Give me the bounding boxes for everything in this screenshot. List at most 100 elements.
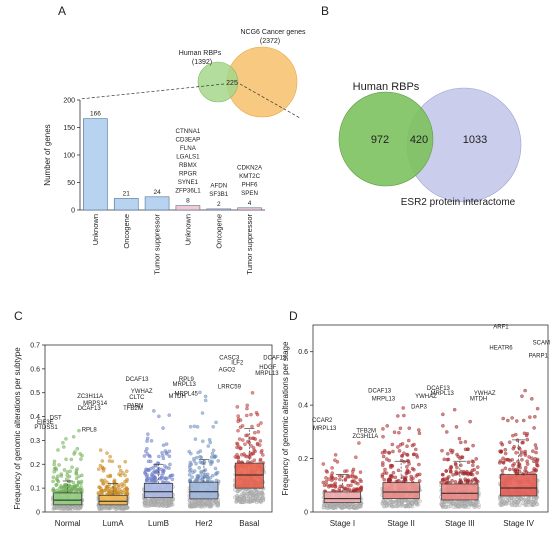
data-point [383, 450, 387, 454]
data-point [506, 418, 510, 423]
data-point [161, 426, 165, 430]
data-point [161, 456, 166, 461]
data-point [532, 468, 536, 473]
data-point [143, 498, 148, 503]
data-point [194, 502, 199, 507]
data-point [160, 473, 164, 478]
gene-annotation: SCAMP3 [533, 340, 550, 346]
data-point [242, 497, 247, 501]
data-point [192, 424, 197, 429]
data-point [195, 425, 200, 429]
data-point [212, 455, 217, 459]
y-tick-label: 0.4 [298, 403, 308, 410]
data-point [471, 463, 475, 468]
bar [175, 205, 201, 211]
gene-label: LGALS1 [176, 154, 200, 161]
data-point [145, 452, 150, 456]
data-point [334, 476, 338, 481]
data-point [256, 430, 261, 434]
data-point [167, 501, 172, 505]
data-point [163, 464, 167, 468]
data-point [510, 458, 514, 462]
data-point [460, 455, 464, 459]
data-point [254, 495, 258, 500]
data-point [381, 461, 385, 465]
data-point [115, 487, 119, 491]
data-point [164, 451, 169, 455]
data-point [118, 468, 123, 473]
data-point [384, 498, 388, 503]
data-point [149, 439, 154, 443]
data-point [191, 502, 195, 507]
data-point [521, 501, 525, 506]
y-tick-label: 150 [63, 125, 75, 132]
data-point [145, 439, 149, 443]
data-point [55, 478, 60, 482]
data-point [237, 497, 242, 501]
data-point [417, 428, 421, 432]
data-point [514, 467, 519, 472]
data-point [149, 473, 154, 477]
box [53, 492, 83, 506]
data-point [69, 457, 74, 462]
data-point [328, 484, 332, 488]
venn-b-right-label: ESR2 protein interactome [401, 197, 516, 208]
data-point [416, 503, 421, 507]
data-point [64, 457, 68, 462]
data-point [163, 500, 167, 505]
data-point [240, 438, 245, 442]
data-point [441, 424, 445, 428]
data-point [170, 477, 175, 482]
data-point [105, 506, 109, 511]
data-point [414, 501, 418, 505]
x-tick-label: Oncogene [122, 214, 131, 249]
data-point [236, 428, 240, 433]
data-point [152, 479, 157, 483]
data-point [442, 477, 446, 481]
gene-annotation: ZC3H11A [352, 434, 378, 440]
data-point [160, 503, 165, 507]
data-point [498, 503, 503, 507]
data-point [159, 499, 164, 503]
data-point [214, 420, 218, 425]
data-point [413, 447, 418, 452]
data-point [65, 470, 70, 474]
gene-label: FLNA [180, 145, 197, 152]
data-point [463, 440, 468, 444]
data-point [387, 477, 391, 482]
bar-value-label: 8 [186, 198, 190, 205]
data-point [381, 454, 386, 459]
data-point [412, 452, 416, 456]
gene-annotation: ZC3H11A [77, 394, 103, 400]
data-point [321, 462, 326, 466]
data-point [410, 466, 415, 471]
data-point [534, 446, 539, 450]
data-point [259, 421, 263, 425]
data-point [125, 477, 129, 482]
data-point [100, 489, 104, 493]
venn-a-left-circle [197, 61, 239, 103]
data-point [454, 501, 459, 505]
box [98, 494, 128, 506]
x-tick-label: Normal [55, 519, 81, 528]
data-point [197, 502, 201, 507]
data-point [405, 444, 409, 449]
data-point [244, 494, 249, 498]
data-point [64, 477, 69, 481]
data-point [148, 454, 152, 459]
data-point [533, 443, 538, 447]
data-point [325, 483, 329, 487]
data-point [252, 458, 257, 463]
data-point [192, 456, 196, 461]
data-point [523, 449, 527, 454]
data-point [161, 468, 166, 472]
data-point [156, 502, 161, 507]
data-point [51, 475, 56, 480]
gene-annotation: DCAF13 [263, 356, 287, 362]
data-point [448, 448, 453, 452]
data-point [117, 464, 122, 469]
data-point [107, 459, 112, 463]
data-point [146, 432, 150, 436]
data-point [120, 505, 124, 510]
